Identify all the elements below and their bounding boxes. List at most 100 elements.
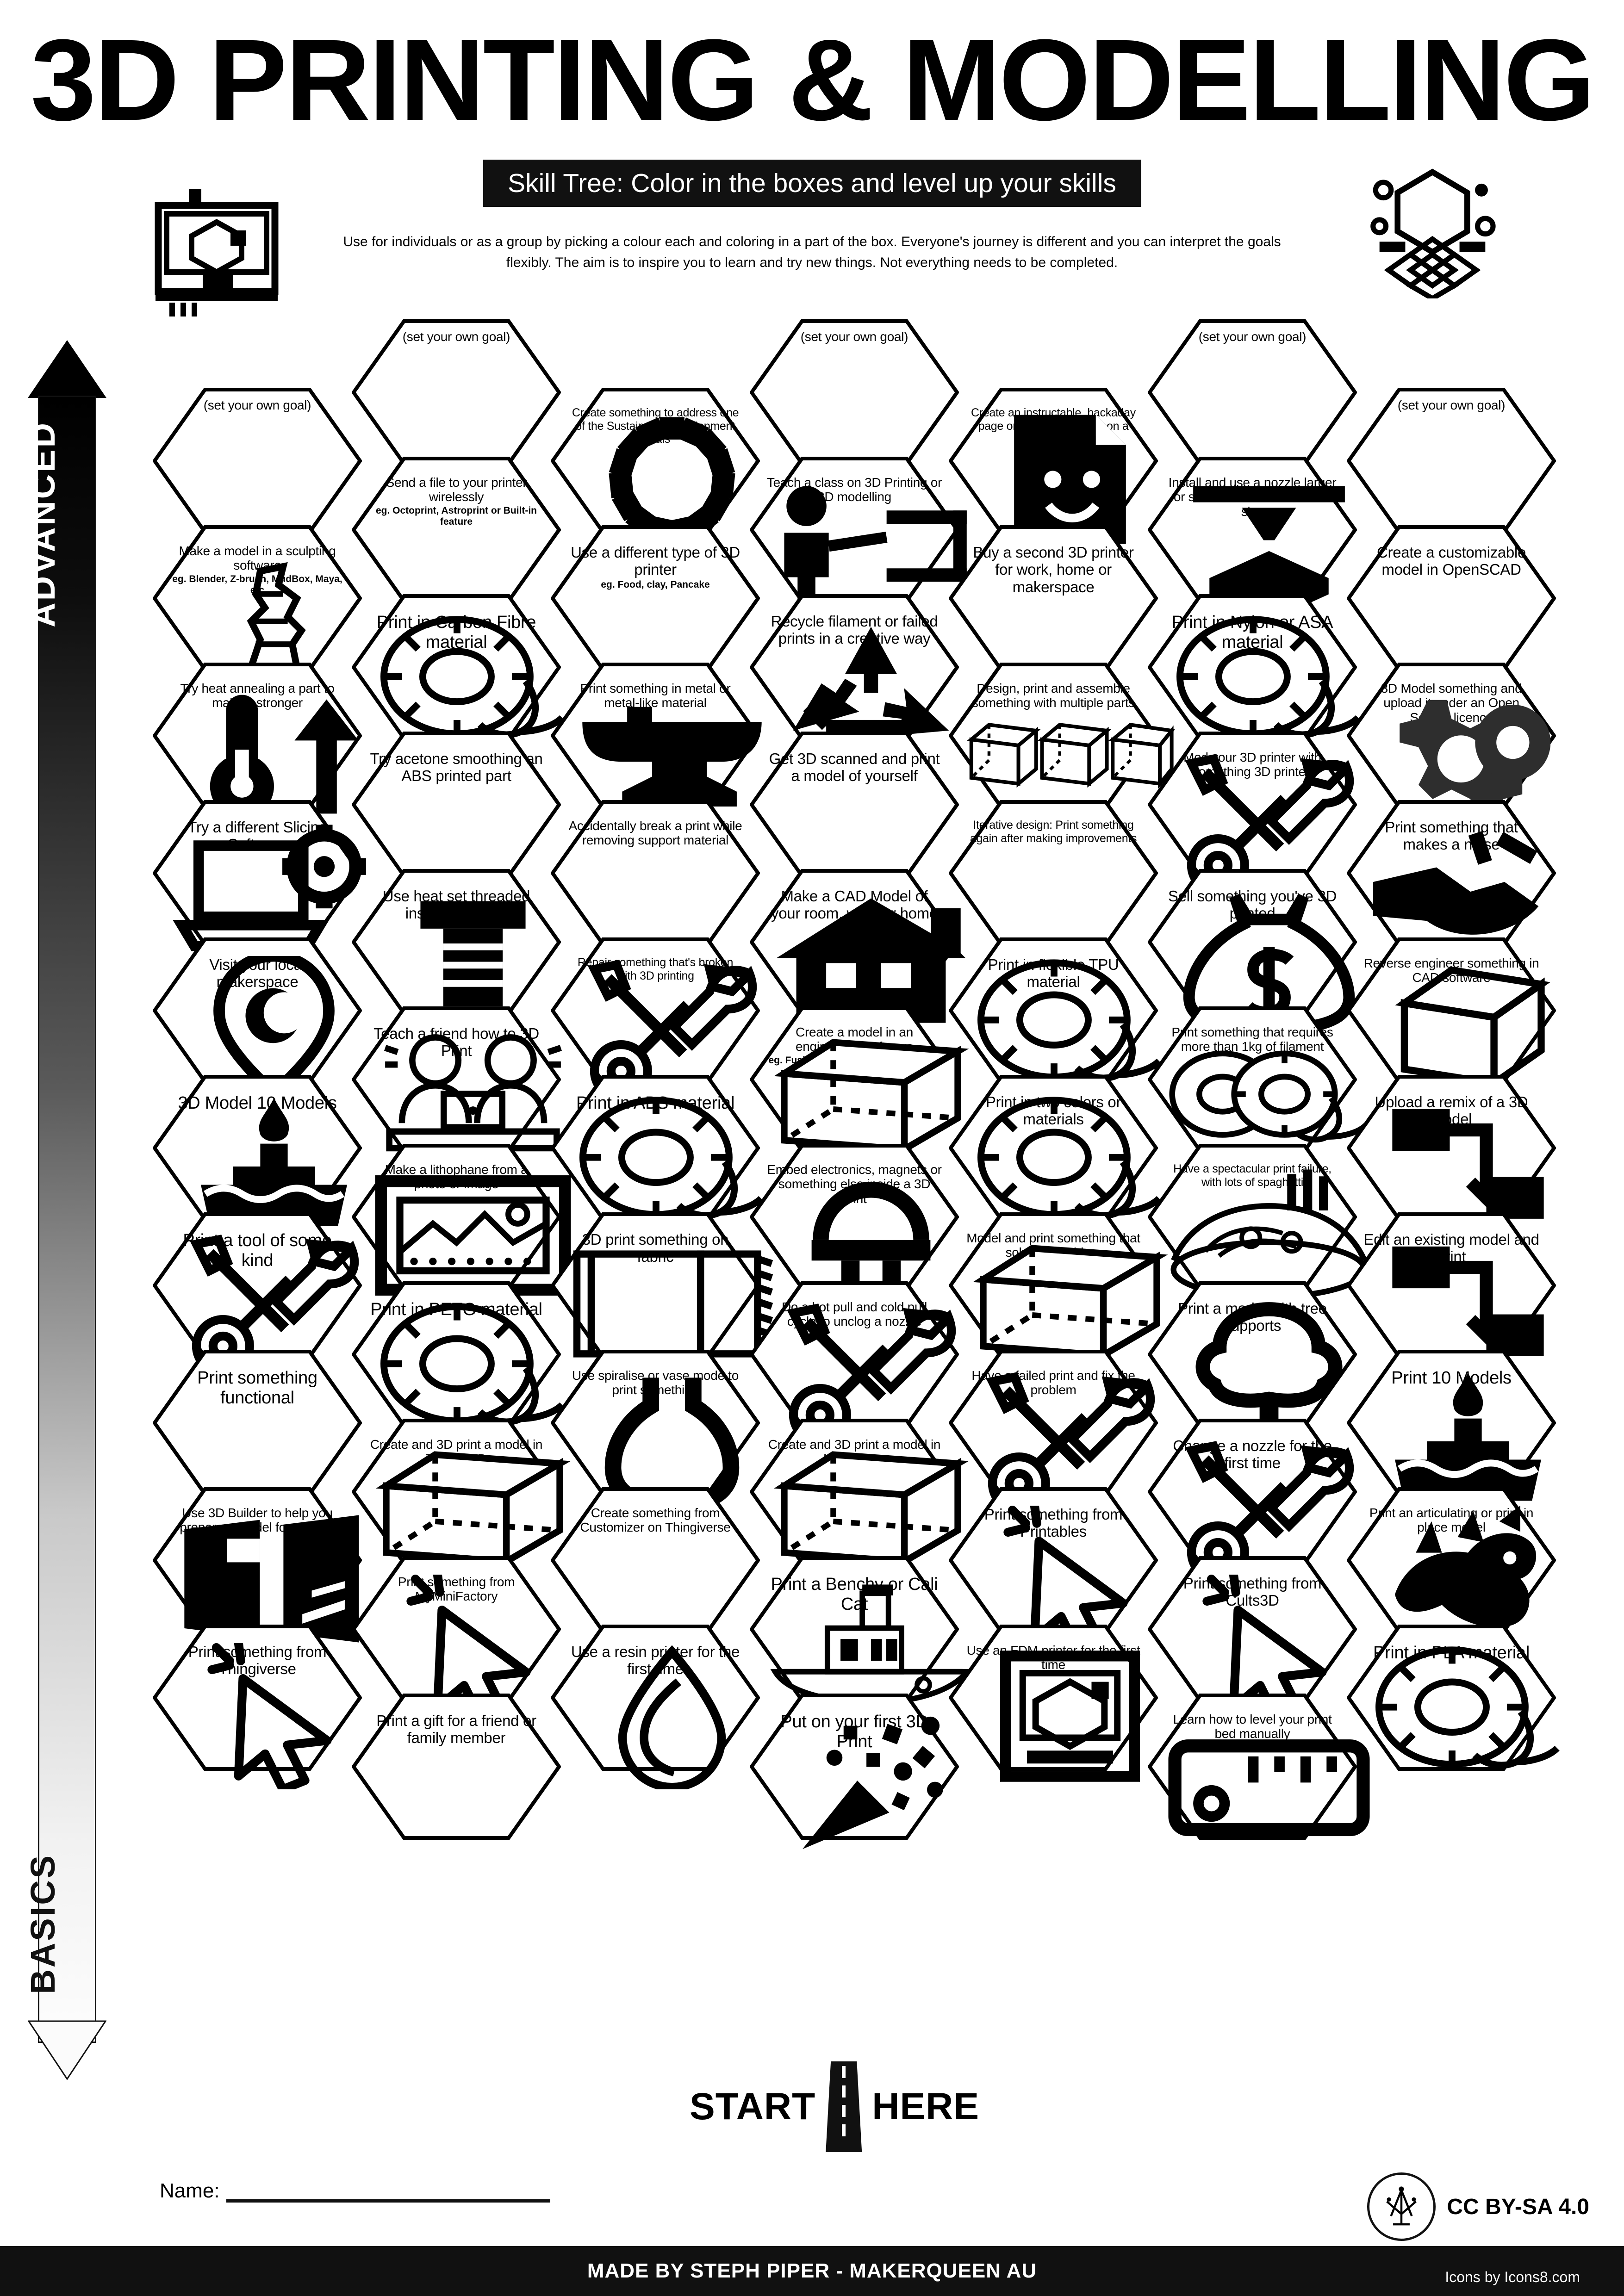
skill-hex[interactable]: Model and print something that solves a … bbox=[949, 1212, 1168, 1361]
hex-content: Create something to address one of the S… bbox=[567, 406, 743, 543]
skill-hex[interactable]: Have a spectacular print failure, with l… bbox=[1148, 1144, 1368, 1300]
skill-hex[interactable]: Try a different Slicing Software bbox=[153, 800, 366, 951]
skill-hex[interactable]: Visit your local makerspace bbox=[153, 937, 362, 1101]
hex-content: Edit an existing model and print bbox=[1363, 1231, 1544, 1356]
name-field[interactable]: Name: bbox=[160, 2179, 550, 2203]
name-input-rule[interactable] bbox=[226, 2198, 550, 2203]
skill-hex[interactable]: Print a Benchy or Cali Cat bbox=[750, 1556, 972, 1705]
skill-hex[interactable]: Use a different type of 3D printer eg. Fo… bbox=[551, 525, 760, 671]
footer-credit: MADE BY STEPH PIPER - MAKERQUEEN AU bbox=[587, 2259, 1037, 2282]
hex-title: (set your own goal) bbox=[1198, 329, 1307, 344]
hex-content: Get 3D scanned and print a model of your… bbox=[766, 750, 942, 785]
skill-hex[interactable]: Print something that makes a noise bbox=[1347, 800, 1556, 946]
here-word: HERE bbox=[872, 2085, 980, 2128]
start-here-marker: START HERE bbox=[690, 2061, 979, 2152]
skill-hex[interactable]: Send a file to your printer wirelessly eg… bbox=[352, 457, 561, 603]
skill-hex[interactable]: Embed electronics, magnets or something … bbox=[750, 1144, 959, 1304]
skill-hex[interactable]: Make a CAD Model of your room, work or h… bbox=[750, 869, 966, 1023]
hex-content: Print in two colors or materials bbox=[965, 1093, 1162, 1219]
skill-hex[interactable]: Use heat set threaded inserts in a part bbox=[352, 869, 561, 1015]
skill-hex[interactable]: Print something in metal or metal-like m… bbox=[551, 663, 762, 809]
hex-content: Use 3D Builder to help you prepare a mod… bbox=[169, 1506, 359, 1643]
skill-hex[interactable]: Make a lithophane from a photo or image bbox=[352, 1144, 571, 1296]
skill-hex[interactable]: Edit an existing model and print bbox=[1347, 1212, 1556, 1359]
skill-hex[interactable]: Change a nozzle for the first time bbox=[1148, 1419, 1357, 1583]
skill-hex[interactable]: Create a model in an engineering softwar… bbox=[750, 1006, 969, 1155]
skill-hex[interactable]: Print something that requires more than … bbox=[1148, 1006, 1368, 1153]
skill-hex[interactable]: Create an instructable, hackaday page or… bbox=[949, 388, 1158, 544]
skill-hex[interactable]: Design, print and assemble something wit… bbox=[949, 663, 1175, 809]
skill-hex[interactable]: 3D print something on fabric bbox=[551, 1212, 773, 1359]
hex-title: (set your own goal) bbox=[800, 329, 908, 344]
skill-hex[interactable]: Print in two colors or materials bbox=[949, 1075, 1162, 1221]
skill-hex[interactable]: Teach a class on 3D Printing or 3D model… bbox=[750, 457, 967, 608]
skill-hex[interactable]: Teach a friend how to 3D Print bbox=[352, 1006, 562, 1153]
skill-hex[interactable]: Create and 3D print a model in MeshMixer bbox=[750, 1419, 969, 1568]
skill-hex[interactable]: Sell something you've 3D printed bbox=[1148, 869, 1357, 1034]
hex-title: Embed electronics, magnets or something … bbox=[767, 1162, 942, 1206]
skill-hex[interactable]: Try acetone smoothing an ABS printed par… bbox=[352, 732, 561, 878]
skill-hex[interactable]: Print something from Cults3D bbox=[1148, 1556, 1357, 1721]
skill-hex[interactable]: Print in ABS material bbox=[551, 1075, 764, 1221]
skill-hex[interactable]: Print in PETG material bbox=[352, 1281, 565, 1427]
skill-hex[interactable]: (set your own goal) bbox=[750, 319, 959, 465]
skill-hex[interactable]: Use a resin printer for the first time bbox=[551, 1625, 760, 1789]
skill-hex[interactable]: Install and use a nozzle larger or small… bbox=[1148, 457, 1357, 621]
skill-hex[interactable]: Learn how to level your print bed manual… bbox=[1148, 1694, 1370, 1840]
hex-content: Use a resin printer for the first time bbox=[567, 1643, 743, 1789]
skill-hex[interactable]: Print something from MyMiniFactory bbox=[352, 1556, 561, 1721]
hex-title: Use spiralise or vase mode to print some… bbox=[572, 1368, 739, 1397]
skill-hex[interactable]: Create a customizable model in OpenSCAD bbox=[1347, 525, 1556, 671]
hex-content: Have a failed print and fix the problem bbox=[965, 1368, 1155, 1514]
skill-hex[interactable]: (set your own goal) bbox=[1347, 388, 1556, 534]
hex-content: Create and 3D print a model in TinkerCAD bbox=[368, 1437, 571, 1568]
skill-hex[interactable]: Print a model with tree supports bbox=[1148, 1281, 1357, 1444]
skill-hex[interactable]: Print a gift for a friend or family memb… bbox=[352, 1694, 561, 1840]
skill-hex[interactable]: Get 3D scanned and print a model of your… bbox=[750, 732, 959, 878]
hex-content: Print a model with tree supports bbox=[1164, 1300, 1343, 1444]
skill-hex[interactable]: Print something from Printables bbox=[949, 1487, 1158, 1652]
skill-hex[interactable]: Use spiralise or vase mode to print some… bbox=[551, 1350, 760, 1514]
skill-hex[interactable]: Repair something that's broken with 3D p… bbox=[551, 937, 760, 1102]
hex-content: Use spiralise or vase mode to print some… bbox=[567, 1368, 743, 1514]
skill-hex[interactable]: Use 3D Builder to help you prepare a mod… bbox=[153, 1487, 362, 1643]
skill-hex[interactable]: Print something functional bbox=[153, 1350, 362, 1496]
skill-hex[interactable]: Have a failed print and fix the problem bbox=[949, 1350, 1158, 1514]
skill-hex[interactable]: Do a hot pull and cold pull cycle to unc… bbox=[750, 1281, 959, 1446]
skill-hex[interactable]: Put on your first 3D Print bbox=[750, 1694, 959, 1849]
skill-hex[interactable]: Print in flexible TPU material bbox=[949, 937, 1162, 1084]
skill-hex[interactable]: Try heat annealing a part to make it str… bbox=[153, 663, 362, 819]
hex-content: Print something from Cults3D bbox=[1164, 1575, 1340, 1721]
hex-subtitle: eg. Food, clay, Pancake bbox=[601, 579, 710, 590]
skill-hex[interactable]: 3D Model something and upload it under a… bbox=[1347, 663, 1556, 818]
skill-hex[interactable]: Create something from Customizer on Thin… bbox=[551, 1487, 760, 1633]
hex-title: Print something from Printables bbox=[984, 1506, 1123, 1540]
skill-hex[interactable]: Create and 3D print a model in TinkerCAD bbox=[352, 1419, 571, 1568]
skill-hex[interactable]: Make a model in a sculpting software eg. … bbox=[153, 525, 362, 671]
hex-content: Repair something that's broken with 3D p… bbox=[567, 956, 757, 1102]
skill-hex[interactable]: (set your own goal) bbox=[1148, 319, 1357, 465]
skill-hex[interactable]: Reverse engineer something in CAD softwa… bbox=[1347, 937, 1556, 1090]
hex-content: Try acetone smoothing an ABS printed par… bbox=[368, 750, 544, 785]
skill-hex[interactable]: Recycle filament or failed prints in a c… bbox=[750, 594, 959, 740]
hex-title: Make a model in a sculpting software bbox=[179, 544, 336, 573]
skill-hex[interactable]: Print 10 Models bbox=[1347, 1350, 1556, 1501]
hex-content: Mod your 3D printer with something 3D pr… bbox=[1164, 750, 1354, 896]
skill-hex[interactable]: Print in Nylon or ASA material bbox=[1148, 594, 1361, 740]
skill-hex[interactable]: Print an articulating or print in place … bbox=[1347, 1487, 1556, 1633]
skill-hex[interactable]: Create something to address one of the S… bbox=[551, 388, 760, 543]
skill-hex[interactable]: Use an FDM printer for the first time bbox=[949, 1625, 1158, 1782]
skill-hex[interactable]: Print in Carbon Fibre material bbox=[352, 594, 565, 740]
skill-hex[interactable]: Iterative design: Print something again … bbox=[949, 800, 1158, 946]
skill-hex[interactable]: 3D Model 10 Models bbox=[153, 1075, 362, 1226]
skill-hex[interactable]: Mod your 3D printer with something 3D pr… bbox=[1148, 732, 1357, 896]
skill-hex[interactable]: Print a tool of some kind bbox=[153, 1212, 362, 1377]
skill-hex[interactable]: Upload a remix of a 3D model bbox=[1347, 1075, 1556, 1221]
skill-hex[interactable]: Accidentally break a print while removin… bbox=[551, 800, 760, 946]
hex-title: Accidentally break a print while removin… bbox=[568, 819, 742, 848]
skill-hex[interactable]: Print something from Thingiverse bbox=[153, 1625, 362, 1789]
skill-hex[interactable]: (set your own goal) bbox=[352, 319, 561, 465]
skill-hex[interactable]: Buy a second 3D printer for work, home o… bbox=[949, 525, 1158, 671]
skill-hex[interactable]: Print in PLA material bbox=[1347, 1625, 1560, 1771]
skill-hex[interactable]: (set your own goal) bbox=[153, 388, 362, 534]
